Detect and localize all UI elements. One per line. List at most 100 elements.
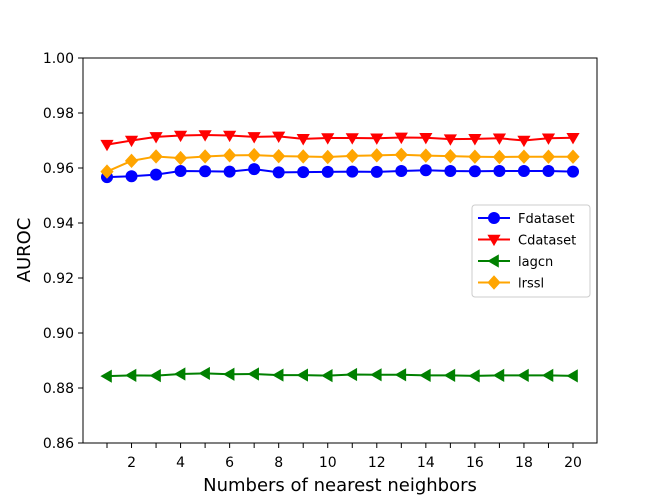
- data-point: [272, 368, 284, 382]
- y-tick-label: 0.86: [43, 436, 74, 452]
- x-tick-label: 4: [176, 455, 185, 471]
- data-point: [566, 132, 580, 145]
- data-point: [272, 131, 286, 143]
- data-point: [321, 369, 333, 383]
- x-tick-label: 20: [564, 455, 582, 471]
- legend: Fdataset Cdataset lagcn lrssl: [471, 204, 591, 298]
- data-point: [419, 164, 432, 177]
- legend-marker: [487, 234, 501, 247]
- data-point: [125, 170, 138, 183]
- data-point: [493, 165, 506, 178]
- data-point: [247, 367, 259, 381]
- data-point: [198, 130, 212, 142]
- data-point: [444, 165, 457, 178]
- data-point: [199, 165, 212, 178]
- data-point: [296, 149, 310, 164]
- data-point: [541, 368, 554, 382]
- data-point: [173, 150, 188, 166]
- data-point: [198, 366, 210, 381]
- data-point: [297, 166, 310, 179]
- legend-item: lagcn: [478, 254, 553, 270]
- x-tick-label: 18: [515, 455, 533, 471]
- legend-item: Fdataset: [478, 212, 575, 227]
- legend-label: lrssl: [518, 277, 544, 292]
- data-point: [321, 149, 335, 165]
- data-point: [443, 148, 457, 164]
- data-point: [517, 149, 531, 164]
- data-point: [149, 132, 163, 144]
- data-point: [419, 148, 433, 163]
- data-point: [419, 368, 431, 382]
- data-point: [468, 134, 482, 146]
- y-tick-label: 0.92: [43, 271, 74, 287]
- data-point: [517, 165, 530, 178]
- data-point: [370, 133, 384, 145]
- data-point: [149, 149, 163, 164]
- data-point: [100, 369, 112, 383]
- data-point: [296, 368, 309, 382]
- y-axis-title: AUROC: [14, 218, 35, 283]
- data-point: [370, 165, 383, 178]
- y-tick-label: 0.96: [43, 161, 74, 177]
- data-point: [542, 165, 555, 178]
- data-point: [100, 164, 114, 179]
- x-tick-label: 8: [274, 455, 283, 471]
- data-point: [394, 368, 407, 382]
- x-tick-label: 10: [319, 455, 337, 471]
- data-point: [468, 165, 481, 178]
- x-tick-label: 16: [466, 455, 484, 471]
- data-point: [370, 148, 384, 163]
- data-point: [394, 147, 408, 162]
- legend-item: Cdataset: [478, 234, 576, 249]
- data-point: [468, 369, 480, 383]
- plot-frame: [82, 57, 598, 444]
- data-point: [198, 149, 212, 164]
- data-point: [541, 149, 556, 164]
- data-point: [247, 132, 261, 144]
- legend-label: Fdataset: [518, 212, 575, 227]
- y-tick-label: 1.00: [43, 51, 74, 67]
- data-point: [174, 165, 187, 178]
- data-point: [321, 133, 335, 145]
- data-point: [321, 165, 334, 178]
- data-point: [517, 368, 529, 382]
- data-point: [223, 130, 237, 143]
- data-point: [492, 368, 505, 382]
- legend-marker: [488, 212, 500, 224]
- legend-box: [471, 204, 591, 298]
- x-tick-label: 2: [127, 455, 136, 471]
- data-point: [173, 130, 188, 143]
- series-cdataset: [100, 130, 580, 152]
- data-point: [223, 165, 236, 178]
- data-point: [223, 148, 237, 163]
- x-axis-title: Numbers of nearest neighbors: [203, 475, 477, 496]
- legend-label: lagcn: [518, 255, 553, 270]
- data-point: [346, 165, 359, 178]
- data-point: [419, 132, 433, 145]
- y-tick-label: 0.94: [43, 216, 74, 232]
- y-axis-ticks: 0.86 0.88 0.90 0.92 0.94 0.96 0.98 1.00: [43, 51, 83, 452]
- x-tick-label: 14: [417, 455, 435, 471]
- series-layer: [100, 130, 580, 383]
- y-tick-label: 0.88: [43, 381, 74, 397]
- data-point: [124, 135, 139, 148]
- data-point: [443, 368, 456, 382]
- data-point: [124, 153, 139, 169]
- data-point: [247, 147, 261, 163]
- data-point: [149, 369, 161, 383]
- data-point: [100, 139, 114, 152]
- data-point: [566, 369, 578, 383]
- data-point: [345, 133, 359, 145]
- y-tick-label: 0.98: [43, 106, 74, 122]
- data-point: [124, 368, 137, 382]
- data-point: [345, 148, 359, 164]
- data-point: [492, 133, 507, 145]
- data-point: [272, 148, 286, 164]
- x-tick-label: 12: [368, 455, 386, 471]
- series-line: [106, 133, 574, 146]
- series-fdataset: [101, 163, 579, 184]
- data-point: [395, 165, 408, 178]
- data-point: [150, 168, 163, 181]
- data-point: [248, 163, 261, 176]
